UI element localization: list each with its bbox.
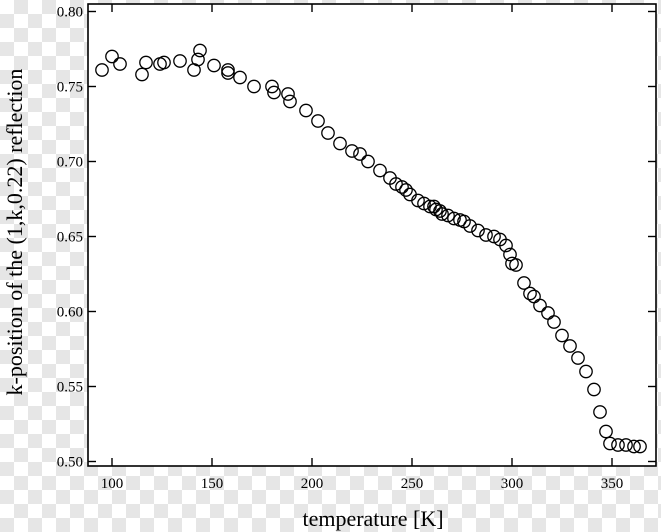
data-point	[611, 438, 625, 452]
data-point	[587, 382, 601, 397]
y-tick-label: 0.65	[57, 230, 83, 246]
data-point	[523, 286, 537, 301]
data-point	[633, 439, 647, 454]
data-point	[579, 364, 593, 379]
data-point	[333, 136, 347, 151]
data-point	[509, 258, 523, 272]
data-point	[555, 328, 569, 343]
data-points	[95, 43, 647, 454]
data-point	[517, 276, 531, 290]
data-point	[599, 424, 613, 439]
x-tick-label: 250	[401, 476, 424, 492]
y-tick-label: 0.75	[57, 80, 83, 96]
data-point	[619, 438, 633, 452]
data-point	[321, 126, 335, 140]
data-point	[139, 55, 153, 70]
data-point	[571, 351, 585, 365]
data-point	[247, 79, 261, 94]
data-point	[233, 70, 247, 85]
data-point	[499, 238, 513, 253]
data-point	[503, 247, 517, 262]
data-point	[113, 57, 127, 71]
data-point	[435, 207, 449, 221]
plot-frame	[87, 3, 657, 467]
data-point	[463, 219, 477, 233]
data-point	[395, 180, 409, 194]
x-axis-title: temperature [K]	[302, 506, 443, 531]
data-point	[135, 67, 149, 82]
y-tick-label: 0.80	[57, 5, 83, 21]
data-point	[105, 49, 119, 64]
data-point	[447, 211, 461, 226]
x-axis-ticks: 100 150 200 250 300 350	[101, 4, 624, 492]
data-point	[471, 223, 485, 238]
x-tick-label: 150	[201, 476, 224, 492]
data-point	[399, 183, 413, 197]
x-tick-label: 100	[101, 476, 124, 492]
data-point	[191, 52, 205, 67]
data-point	[433, 204, 447, 218]
data-point	[299, 103, 313, 118]
x-tick-label: 350	[601, 476, 624, 492]
x-tick-label: 200	[301, 476, 324, 492]
y-tick-label: 0.55	[57, 380, 83, 396]
y-tick-label: 0.50	[57, 455, 83, 471]
y-tick-label: 0.60	[57, 305, 83, 321]
data-point	[221, 66, 235, 80]
y-tick-label: 0.70	[57, 155, 83, 171]
y-axis-title: k-position of the (1,k,0.22) reflection	[2, 69, 27, 396]
data-point	[353, 147, 367, 161]
data-point	[603, 436, 617, 451]
data-point	[345, 144, 359, 158]
data-point	[563, 339, 577, 353]
data-point	[267, 85, 281, 100]
plot-area	[87, 3, 657, 467]
data-point	[157, 55, 171, 70]
data-point	[265, 79, 279, 94]
data-point	[193, 43, 207, 58]
x-tick-label: 300	[501, 476, 524, 492]
data-point	[373, 163, 387, 178]
data-point	[311, 114, 325, 128]
data-point	[95, 63, 109, 77]
data-point	[627, 439, 641, 454]
data-point	[361, 154, 375, 169]
data-point	[533, 298, 547, 313]
data-point	[283, 94, 297, 109]
data-point	[221, 63, 235, 77]
data-point	[547, 315, 561, 329]
data-point	[479, 228, 493, 242]
data-point	[281, 87, 295, 101]
data-point	[593, 405, 607, 419]
y-axis-ticks: 0.50 0.55 0.60 0.65 0.70 0.75 0.80	[57, 5, 656, 471]
data-point	[173, 54, 187, 68]
data-point	[207, 58, 221, 73]
